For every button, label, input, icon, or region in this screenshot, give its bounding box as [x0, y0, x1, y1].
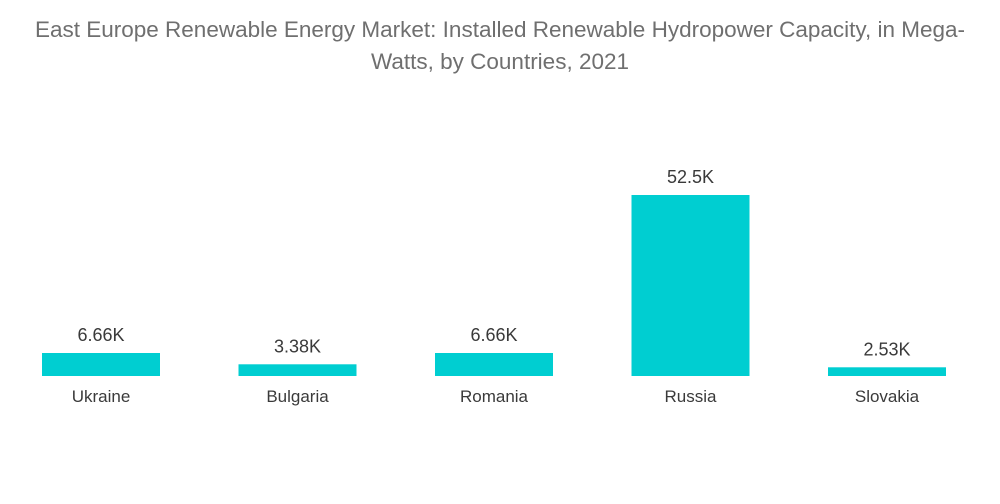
- tick-label-ukraine: Ukraine: [72, 387, 131, 406]
- chart-title: East Europe Renewable Energy Market: Ins…: [34, 17, 966, 74]
- bar-bulgaria: [238, 364, 357, 376]
- data-label-slovakia: 2.53K: [863, 339, 910, 359]
- tick-label-slovakia: Slovakia: [855, 387, 920, 406]
- bar-slovakia: [828, 367, 946, 376]
- tick-label-russia: Russia: [665, 387, 718, 406]
- data-label-bulgaria: 3.38K: [274, 336, 321, 356]
- bar-russia: [631, 195, 750, 376]
- data-label-romania: 6.66K: [470, 325, 517, 345]
- data-label-ukraine: 6.66K: [77, 325, 124, 345]
- tick-label-romania: Romania: [460, 387, 529, 406]
- bar-ukraine: [42, 353, 160, 376]
- tick-label-bulgaria: Bulgaria: [266, 387, 329, 406]
- bar-romania: [435, 353, 553, 376]
- data-label-russia: 52.5K: [667, 167, 714, 187]
